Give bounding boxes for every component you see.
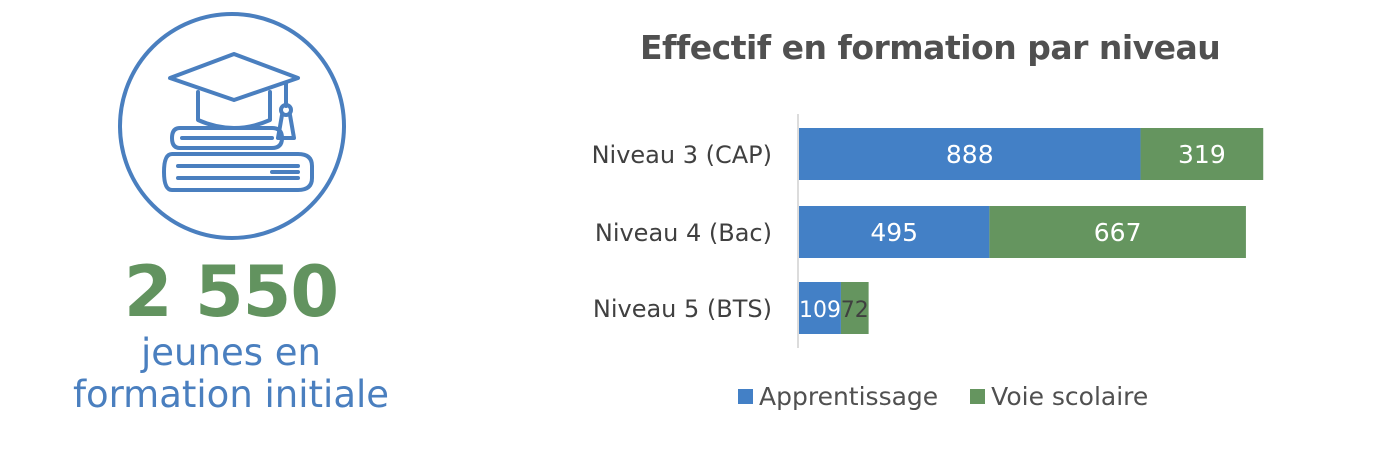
- data-label: 72: [841, 298, 869, 323]
- bar-segment-apprentissage: [799, 206, 990, 258]
- data-label: 109: [799, 298, 841, 323]
- data-label: 495: [870, 218, 918, 247]
- legend-swatch-apprentissage: [738, 388, 753, 404]
- category-label: Niveau 3 (CAP): [592, 141, 772, 169]
- bar-segment-voie-scolaire: [1140, 128, 1264, 180]
- category-label: Niveau 5 (BTS): [593, 295, 772, 323]
- chart-title: Effectif en formation par niveau: [640, 28, 1221, 67]
- summary-panel: 2 550 jeunes en formation initiale: [0, 0, 470, 451]
- graduation-cap-books-icon: [162, 52, 314, 192]
- total-caption: jeunes en formation initiale: [0, 332, 462, 416]
- category-label: Niveau 4 (Bac): [595, 219, 772, 247]
- data-label: 888: [946, 140, 994, 169]
- total-count: 2 550: [123, 251, 339, 333]
- caption-line-2: formation initiale: [72, 373, 390, 416]
- icon-circle: [118, 12, 346, 240]
- bar-segment-apprentissage: [799, 128, 1141, 180]
- bar-segment-voie-scolaire: [989, 206, 1246, 258]
- legend-label-voie-scolaire: Voie scolaire: [991, 381, 1149, 411]
- bar-segment-apprentissage: [799, 282, 841, 334]
- caption-line-1: jeunes en: [141, 331, 321, 374]
- legend-item-apprentissage: Apprentissage: [738, 382, 938, 411]
- legend-item-voie-scolaire: Voie scolaire: [970, 382, 1148, 411]
- chart-legend: Apprentissage Voie scolaire: [738, 378, 1180, 414]
- legend-label-apprentissage: Apprentissage: [759, 381, 939, 411]
- data-label: 319: [1178, 140, 1226, 169]
- data-label: 667: [1094, 218, 1142, 247]
- legend-swatch-voie-scolaire: [970, 388, 986, 404]
- bar-segment-voie-scolaire: [840, 282, 869, 334]
- stacked-bar-chart: Niveau 3 (CAP) 888 319 Niveau 4 (Bac) 495 667…: [592, 114, 1264, 348]
